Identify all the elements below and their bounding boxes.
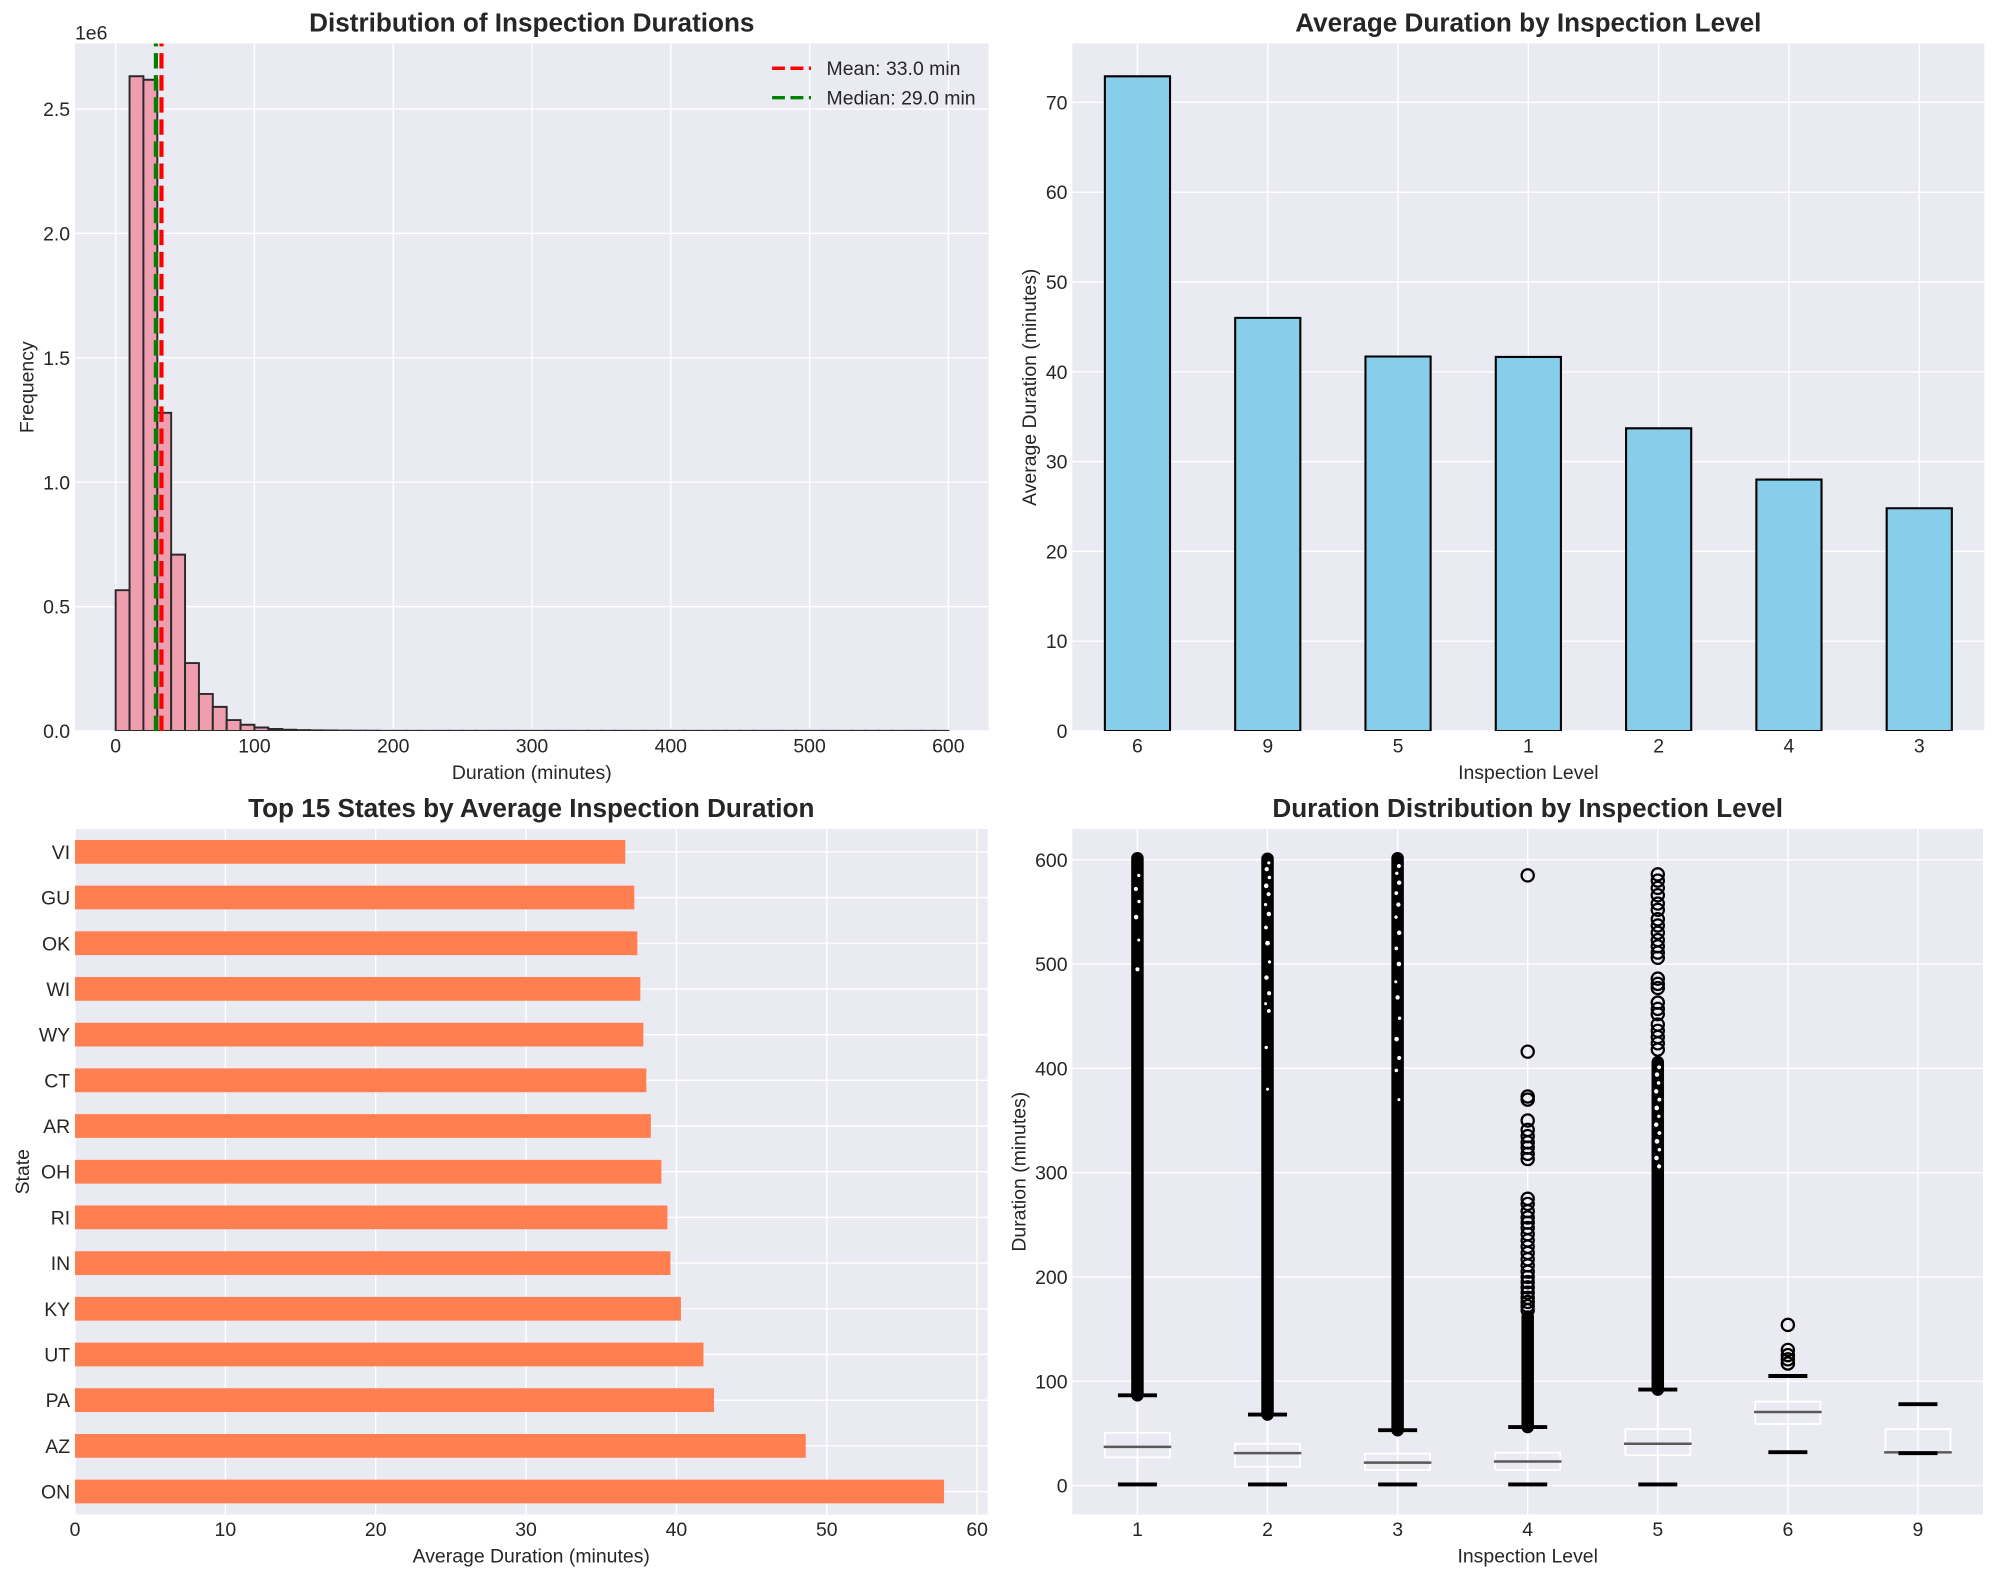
svg-text:600: 600 — [1035, 850, 1068, 872]
svg-text:9: 9 — [1262, 735, 1273, 757]
svg-text:CT: CT — [44, 1070, 70, 1092]
svg-text:10: 10 — [215, 1519, 237, 1541]
svg-text:0.0: 0.0 — [43, 721, 70, 743]
svg-text:KY: KY — [44, 1299, 70, 1321]
svg-text:300: 300 — [1035, 1163, 1068, 1185]
svg-text:1: 1 — [1132, 1519, 1143, 1541]
svg-text:5: 5 — [1652, 1519, 1663, 1541]
svg-text:400: 400 — [655, 735, 688, 757]
svg-text:200: 200 — [377, 735, 410, 757]
svg-text:2: 2 — [1653, 735, 1664, 757]
svg-text:Inspection Level: Inspection Level — [1458, 762, 1598, 784]
svg-text:50: 50 — [816, 1519, 838, 1541]
svg-text:0: 0 — [110, 735, 121, 757]
svg-text:IN: IN — [51, 1253, 70, 1275]
svg-text:70: 70 — [1046, 92, 1068, 114]
svg-text:500: 500 — [1035, 954, 1068, 976]
svg-text:AR: AR — [43, 1116, 70, 1138]
svg-text:1e6: 1e6 — [75, 22, 107, 44]
svg-text:2: 2 — [1262, 1519, 1273, 1541]
svg-text:2.0: 2.0 — [43, 224, 70, 246]
svg-text:4: 4 — [1784, 735, 1795, 757]
svg-text:Average Duration (minutes): Average Duration (minutes) — [413, 1545, 650, 1567]
svg-text:UT: UT — [44, 1345, 70, 1367]
svg-text:1.0: 1.0 — [43, 472, 70, 494]
svg-text:30: 30 — [1046, 452, 1068, 474]
svg-text:10: 10 — [1046, 631, 1068, 653]
svg-text:Top 15 States by Average Inspe: Top 15 States by Average Inspection Dura… — [248, 793, 814, 823]
svg-text:30: 30 — [515, 1519, 537, 1541]
svg-text:GU: GU — [41, 888, 70, 910]
svg-text:500: 500 — [793, 735, 826, 757]
svg-text:Duration (minutes): Duration (minutes) — [1009, 1092, 1031, 1252]
svg-text:50: 50 — [1046, 272, 1068, 294]
svg-text:WY: WY — [39, 1025, 70, 1047]
svg-text:WI: WI — [46, 979, 70, 1001]
svg-text:OH: OH — [41, 1162, 70, 1184]
svg-text:State: State — [12, 1149, 34, 1194]
svg-text:20: 20 — [1046, 541, 1068, 563]
svg-text:Mean: 33.0 min: Mean: 33.0 min — [827, 58, 961, 80]
svg-text:OK: OK — [42, 933, 70, 955]
svg-text:60: 60 — [966, 1519, 988, 1541]
svg-text:Median: 29.0 min: Median: 29.0 min — [827, 87, 976, 109]
svg-text:40: 40 — [1046, 362, 1068, 384]
svg-text:ON: ON — [41, 1482, 70, 1504]
svg-text:0: 0 — [1057, 721, 1068, 743]
svg-text:1.5: 1.5 — [43, 348, 70, 370]
svg-text:100: 100 — [1035, 1371, 1068, 1393]
svg-text:40: 40 — [666, 1519, 688, 1541]
svg-text:PA: PA — [46, 1390, 71, 1412]
svg-text:Distribution of Inspection Dur: Distribution of Inspection Durations — [309, 8, 754, 38]
svg-text:100: 100 — [238, 735, 271, 757]
svg-text:5: 5 — [1393, 735, 1404, 757]
svg-text:0: 0 — [70, 1519, 81, 1541]
svg-text:Inspection Level: Inspection Level — [1457, 1545, 1597, 1567]
svg-text:1: 1 — [1523, 735, 1534, 757]
svg-text:Frequency: Frequency — [17, 341, 39, 433]
svg-text:0: 0 — [1057, 1476, 1068, 1498]
svg-text:AZ: AZ — [45, 1436, 70, 1458]
svg-text:Duration (minutes): Duration (minutes) — [452, 762, 612, 784]
svg-text:60: 60 — [1046, 182, 1068, 204]
svg-text:200: 200 — [1035, 1267, 1068, 1289]
svg-text:400: 400 — [1035, 1058, 1068, 1080]
svg-text:2.5: 2.5 — [43, 99, 70, 121]
svg-text:RI: RI — [51, 1207, 70, 1229]
svg-text:4: 4 — [1522, 1519, 1533, 1541]
svg-text:600: 600 — [932, 735, 965, 757]
svg-text:20: 20 — [365, 1519, 387, 1541]
svg-text:VI: VI — [52, 842, 70, 864]
svg-text:Average Duration (minutes): Average Duration (minutes) — [1019, 269, 1041, 506]
svg-text:300: 300 — [516, 735, 549, 757]
svg-text:3: 3 — [1392, 1519, 1403, 1541]
svg-text:Duration Distribution by Inspe: Duration Distribution by Inspection Leve… — [1272, 793, 1783, 823]
svg-text:6: 6 — [1782, 1519, 1793, 1541]
svg-text:9: 9 — [1913, 1519, 1924, 1541]
svg-text:Average Duration by Inspection: Average Duration by Inspection Level — [1295, 8, 1761, 38]
svg-text:0.5: 0.5 — [43, 597, 70, 619]
svg-text:6: 6 — [1132, 735, 1143, 757]
svg-text:3: 3 — [1914, 735, 1925, 757]
